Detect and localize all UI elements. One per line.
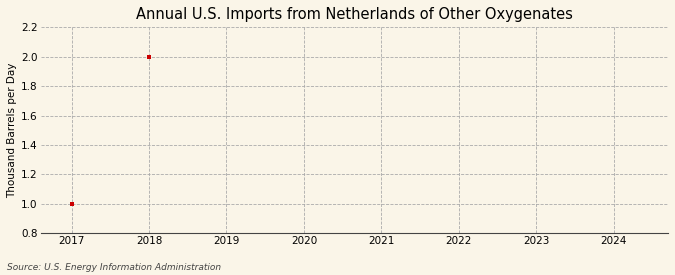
Y-axis label: Thousand Barrels per Day: Thousand Barrels per Day xyxy=(7,63,17,198)
Text: Source: U.S. Energy Information Administration: Source: U.S. Energy Information Administ… xyxy=(7,263,221,272)
Title: Annual U.S. Imports from Netherlands of Other Oxygenates: Annual U.S. Imports from Netherlands of … xyxy=(136,7,572,22)
